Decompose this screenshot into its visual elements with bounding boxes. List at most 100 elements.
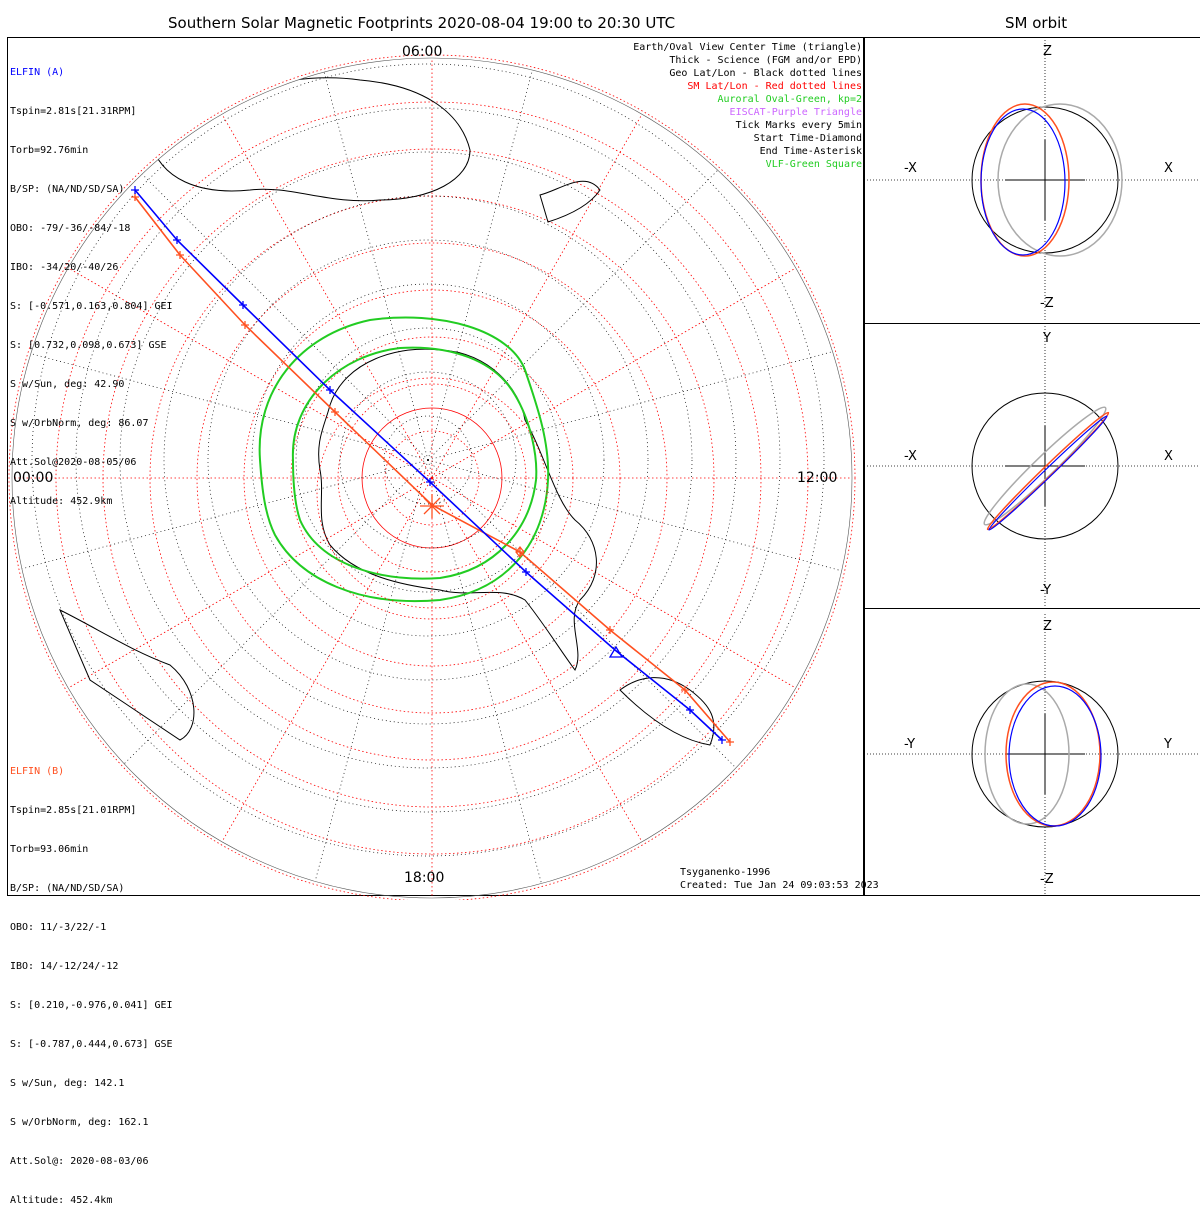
footer-created: Created: Tue Jan 24 09:03:53 2023 (680, 880, 879, 891)
elfin-b-tick-mark (726, 738, 734, 746)
elfin-a-tick-mark (131, 186, 139, 194)
orbit-title: SM orbit (1005, 14, 1068, 32)
elfin-a-line: Att.Sol@2020-08-05/06 (10, 457, 137, 468)
orbit-divider-2 (864, 608, 1200, 609)
geo-meridian (286, 58, 429, 461)
geo-latitude-circle (75, 107, 781, 813)
elfin-a-track (131, 186, 726, 744)
elfin-b-tick-mark (241, 321, 249, 329)
orbit2-right-label: X (1164, 449, 1173, 464)
elfin-a-name: ELFIN (A) (10, 67, 65, 78)
elfin-b-line: S w/OrbNorm, deg: 162.1 (10, 1117, 149, 1128)
elfin-b-line: Tspin=2.85s[21.01RPM] (10, 805, 137, 816)
orbit-elfin-a (1008, 685, 1102, 827)
geo-latitude-circle (207, 239, 649, 681)
auroral-oval-inner (291, 346, 538, 580)
mlt-label-left: 00:00 (13, 470, 54, 486)
orbit2-up-label: Y (1043, 331, 1051, 346)
legend-item: End Time-Asterisk (759, 146, 862, 157)
elfin-b-tick-mark (131, 193, 139, 201)
footer-model: Tsyganenko-1996 (680, 867, 771, 878)
elfin-b-footprint-line (134, 196, 731, 743)
legend-item: Tick Marks every 5min (735, 120, 862, 131)
sm-latitude-circle (337, 383, 527, 573)
elfin-a-tick-mark (426, 478, 434, 486)
sm-latitude-circle (8, 54, 856, 900)
main-title: Southern Solar Magnetic Footprints 2020-… (168, 14, 676, 32)
elfin-b-name: ELFIN (B) (10, 766, 65, 777)
antarctica-coastline (318, 348, 597, 671)
elfin-b-tick-mark (176, 251, 184, 259)
geo-meridian (427, 73, 815, 461)
orbit-elfin-a (980, 108, 1066, 256)
legend-item: VLF-Green Square (765, 159, 862, 170)
elfin-b-line: IBO: 14/-12/24/-12 (10, 961, 119, 972)
orbit-plots (867, 40, 1200, 894)
elfin-a-tick-mark (522, 568, 530, 576)
sm-meridian (221, 114, 433, 479)
orbit-divider-1 (864, 323, 1200, 324)
elfin-a-line: S: [-0.571,0.163,0.804] GEI (10, 301, 173, 312)
elfin-a-line: S w/OrbNorm, deg: 86.07 (10, 418, 149, 429)
elfin-b-tick-mark (331, 408, 339, 416)
elfin-b-tick-mark (606, 626, 614, 634)
africa-coastline (59, 608, 195, 741)
orbit-panel (867, 614, 1200, 894)
elfin-a-tick-mark (686, 706, 694, 714)
sm-latitude-circle (149, 195, 715, 761)
mlt-label-top: 06:00 (402, 44, 443, 60)
geo-latitude-circle (339, 371, 517, 549)
elfin-a-info: ELFIN (A) Tspin=2.81s[21.31RPM] Torb=92.… (10, 40, 173, 521)
orbit2-left-label: -X (904, 449, 917, 464)
orbit2-down-label: -Y (1040, 583, 1052, 598)
geo-meridian (427, 459, 852, 602)
geo-meridian (427, 58, 570, 461)
elfin-a-line: Altitude: 452.9km (10, 496, 113, 507)
elfin-a-line: B/SP: (NA/ND/SD/SA) (10, 184, 125, 195)
sm-meridian (431, 114, 643, 479)
earth-circle (971, 392, 1119, 540)
geo-meridian (12, 459, 429, 602)
elfin-b-line: B/SP: (NA/ND/SD/SA) (10, 883, 125, 894)
orbit1-up-label: Z (1043, 44, 1052, 59)
sm-meridian (431, 477, 643, 842)
geo-grid (12, 58, 852, 898)
geo-latitude-circle (295, 327, 561, 593)
orbit1-down-label: -Z (1040, 296, 1054, 311)
geo-meridian (41, 459, 429, 847)
orbit-gray (984, 683, 1070, 825)
auroral-oval-outer (258, 316, 550, 603)
elfin-b-line: Att.Sol@: 2020-08-03/06 (10, 1156, 149, 1167)
elfin-b-start-diamond (515, 545, 525, 559)
orbit-panel (867, 326, 1200, 606)
orbit1-right-label: X (1164, 161, 1173, 176)
elfin-a-line: IBO: -34/20/-40/26 (10, 262, 119, 273)
geo-meridian (286, 459, 429, 898)
legend-item: Earth/Oval View Center Time (triangle) (633, 42, 862, 53)
elfin-b-tick-mark (516, 548, 524, 556)
elfin-a-view-center-triangle (608, 645, 624, 658)
elfin-b-line: Torb=93.06min (10, 844, 89, 855)
sm-latitude-circle (384, 430, 480, 526)
elfin-b-track (131, 193, 734, 746)
legend: Earth/Oval View Center Time (triangle) T… (633, 41, 862, 171)
elfin-b-info: ELFIN (B) Tspin=2.85s[21.01RPM] Torb=93.… (10, 739, 173, 1220)
elfin-a-tick-mark (718, 736, 726, 744)
orbit-elfin-a (988, 415, 1108, 531)
elfin-a-tick-mark (239, 301, 247, 309)
elfin-b-line: S: [0.210,-0.976,0.041] GEI (10, 1000, 173, 1011)
geo-latitude-circle (251, 283, 605, 637)
auroral-oval (258, 316, 550, 603)
elfin-a-line: Torb=92.76min (10, 145, 89, 156)
legend-item: SM Lat/Lon - Red dotted lines (687, 81, 862, 92)
geo-latitude-circle (383, 415, 473, 505)
australia-coastline (149, 77, 471, 202)
orbit3-left-label: -Y (904, 737, 916, 752)
polar-plot (8, 54, 856, 900)
geo-meridian (12, 318, 429, 461)
elfin-b-line: S: [-0.787,0.444,0.673] GSE (10, 1039, 173, 1050)
elfin-a-line: S w/Sun, deg: 42.90 (10, 379, 125, 390)
elfin-b-tick-mark (681, 686, 689, 694)
earth-circle (971, 106, 1119, 254)
sm-latitude-circle (196, 242, 668, 714)
